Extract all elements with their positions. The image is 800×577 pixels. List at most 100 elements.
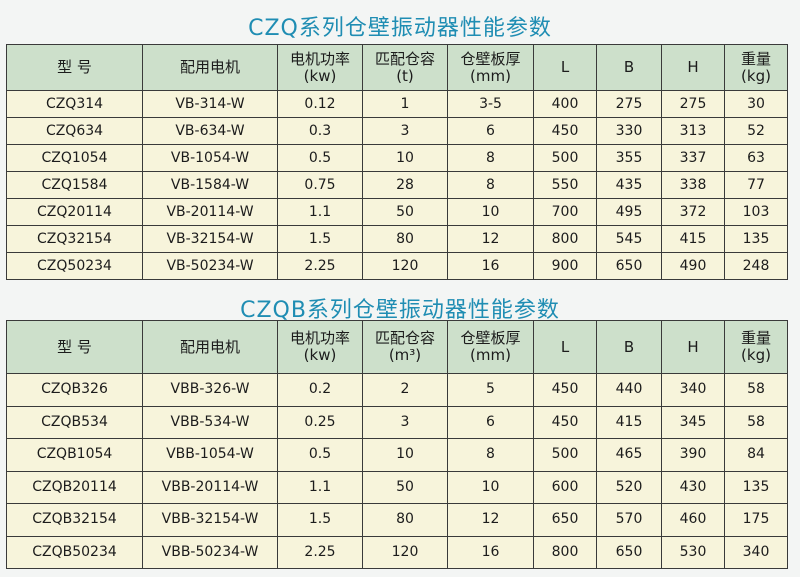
table-cell: 530: [661, 535, 725, 569]
table-cell: 800: [533, 535, 597, 569]
table-cell: 440: [596, 373, 662, 407]
table-cell: 520: [596, 470, 662, 504]
header-row: 型 号配用电机 电机功率 (kw) 匹配仓容 (m³) 仓壁板厚 (mm) L B H 重量 (kg): [6, 320, 788, 374]
table-cell: VB-314-W: [142, 90, 278, 118]
table-cell: 80: [362, 503, 448, 537]
table-cell: VB-20114-W: [142, 198, 278, 226]
table-cell: 1: [362, 90, 448, 118]
table-cell: CZQB1054: [6, 438, 143, 472]
table-row: CZQ1054 VB-1054-W 0.5 10 8 500 355 337 63: [6, 144, 788, 172]
column-header: 电机功率 (kw): [277, 320, 363, 374]
table-row: CZQB1054 VBB-1054-W 0.5 10 8 500 465 390 84: [6, 438, 788, 472]
table-cell: VBB-326-W: [142, 373, 278, 407]
table-cell: 490: [661, 252, 725, 280]
column-header: 型 号: [6, 44, 143, 91]
table-cell: 10: [447, 198, 534, 226]
table-cell: 495: [596, 198, 662, 226]
column-header: 匹配仓容 (m³): [362, 320, 448, 374]
table-cell: VB-1584-W: [142, 171, 278, 199]
table2-title: CZQB系列仓壁振动器性能参数: [240, 298, 560, 323]
table-cell: 372: [661, 198, 725, 226]
table-cell: 1.5: [277, 225, 363, 253]
table-cell: 16: [447, 252, 534, 280]
table-cell: 0.12: [277, 90, 363, 118]
table-cell: 275: [661, 90, 725, 118]
table-cell: 5: [447, 373, 534, 407]
table-cell: 337: [661, 144, 725, 172]
table-cell: 6: [447, 117, 534, 145]
column-header: B: [596, 320, 662, 374]
table-cell: VB-1054-W: [142, 144, 278, 172]
table-cell: 58: [724, 373, 788, 407]
column-header: L: [533, 320, 597, 374]
column-header: H: [661, 44, 725, 91]
table-cell: VB-50234-W: [142, 252, 278, 280]
table-cell: CZQB534: [6, 405, 143, 439]
table-cell: 10: [362, 438, 448, 472]
table-cell: VBB-32154-W: [142, 503, 278, 537]
table-cell: 450: [533, 117, 597, 145]
table-cell: 700: [533, 198, 597, 226]
table-cell: 570: [596, 503, 662, 537]
table-cell: 900: [533, 252, 597, 280]
table-cell: VBB-50234-W: [142, 535, 278, 569]
table-cell: 800: [533, 225, 597, 253]
table-cell: 8: [447, 438, 534, 472]
table-cell: VBB-1054-W: [142, 438, 278, 472]
column-header: 配用电机: [142, 44, 278, 91]
table-cell: 1.5: [277, 503, 363, 537]
table-cell: 2.25: [277, 535, 363, 569]
table-cell: 84: [724, 438, 788, 472]
table-cell: CZQ20114: [6, 198, 143, 226]
table-cell: 500: [533, 144, 597, 172]
table-cell: 415: [596, 405, 662, 439]
table-cell: 120: [362, 535, 448, 569]
table-row: CZQB326 VBB-326-W 0.2 2 5 450 440 340 58: [6, 373, 788, 407]
table-row: CZQ634 VB-634-W 0.3 3 6 450 330 313 52: [6, 117, 788, 145]
table-cell: 50: [362, 198, 448, 226]
table-cell: 3-5: [447, 90, 534, 118]
table-cell: 330: [596, 117, 662, 145]
table1-title: CZQ系列仓壁振动器性能参数: [248, 16, 552, 41]
table-cell: 8: [447, 144, 534, 172]
table-cell: 313: [661, 117, 725, 145]
table-cell: 12: [447, 225, 534, 253]
table-cell: 3: [362, 405, 448, 439]
table-cell: 52: [724, 117, 788, 145]
czqb-spec-table: 型 号配用电机 电机功率 (kw) 匹配仓容 (m³) 仓壁板厚 (mm) L B H 重量 (kg)…: [6, 320, 788, 569]
table-cell: 8: [447, 171, 534, 199]
table-cell: 12: [447, 503, 534, 537]
table-cell: 355: [596, 144, 662, 172]
table-cell: 1.1: [277, 198, 363, 226]
table-cell: CZQ1584: [6, 171, 143, 199]
table-cell: CZQB326: [6, 373, 143, 407]
table-cell: 450: [533, 405, 597, 439]
table-cell: CZQ32154: [6, 225, 143, 253]
table-cell: 435: [596, 171, 662, 199]
table-row: CZQB534 VBB-534-W 0.25 3 6 450 415 345 58: [6, 405, 788, 439]
table-cell: 120: [362, 252, 448, 280]
column-header: H: [661, 320, 725, 374]
table-cell: 30: [724, 90, 788, 118]
column-header: 重量 (kg): [724, 44, 788, 91]
table-cell: 650: [596, 535, 662, 569]
table-cell: 430: [661, 470, 725, 504]
table-cell: CZQB32154: [6, 503, 143, 537]
table-cell: 345: [661, 405, 725, 439]
table-cell: 390: [661, 438, 725, 472]
table-cell: 0.3: [277, 117, 363, 145]
table-cell: 0.25: [277, 405, 363, 439]
table-cell: 50: [362, 470, 448, 504]
table-row: CZQ1584 VB-1584-W 0.75 28 8 550 435 338 77: [6, 171, 788, 199]
column-header: 仓壁板厚 (mm): [447, 320, 534, 374]
column-header: 匹配仓容 (t): [362, 44, 448, 91]
column-header: 电机功率 (kw): [277, 44, 363, 91]
table-cell: 2.25: [277, 252, 363, 280]
table-cell: 63: [724, 144, 788, 172]
table-cell: CZQ314: [6, 90, 143, 118]
table-cell: 465: [596, 438, 662, 472]
table-cell: 650: [596, 252, 662, 280]
table-cell: VB-634-W: [142, 117, 278, 145]
table-cell: 545: [596, 225, 662, 253]
table-cell: 340: [661, 373, 725, 407]
